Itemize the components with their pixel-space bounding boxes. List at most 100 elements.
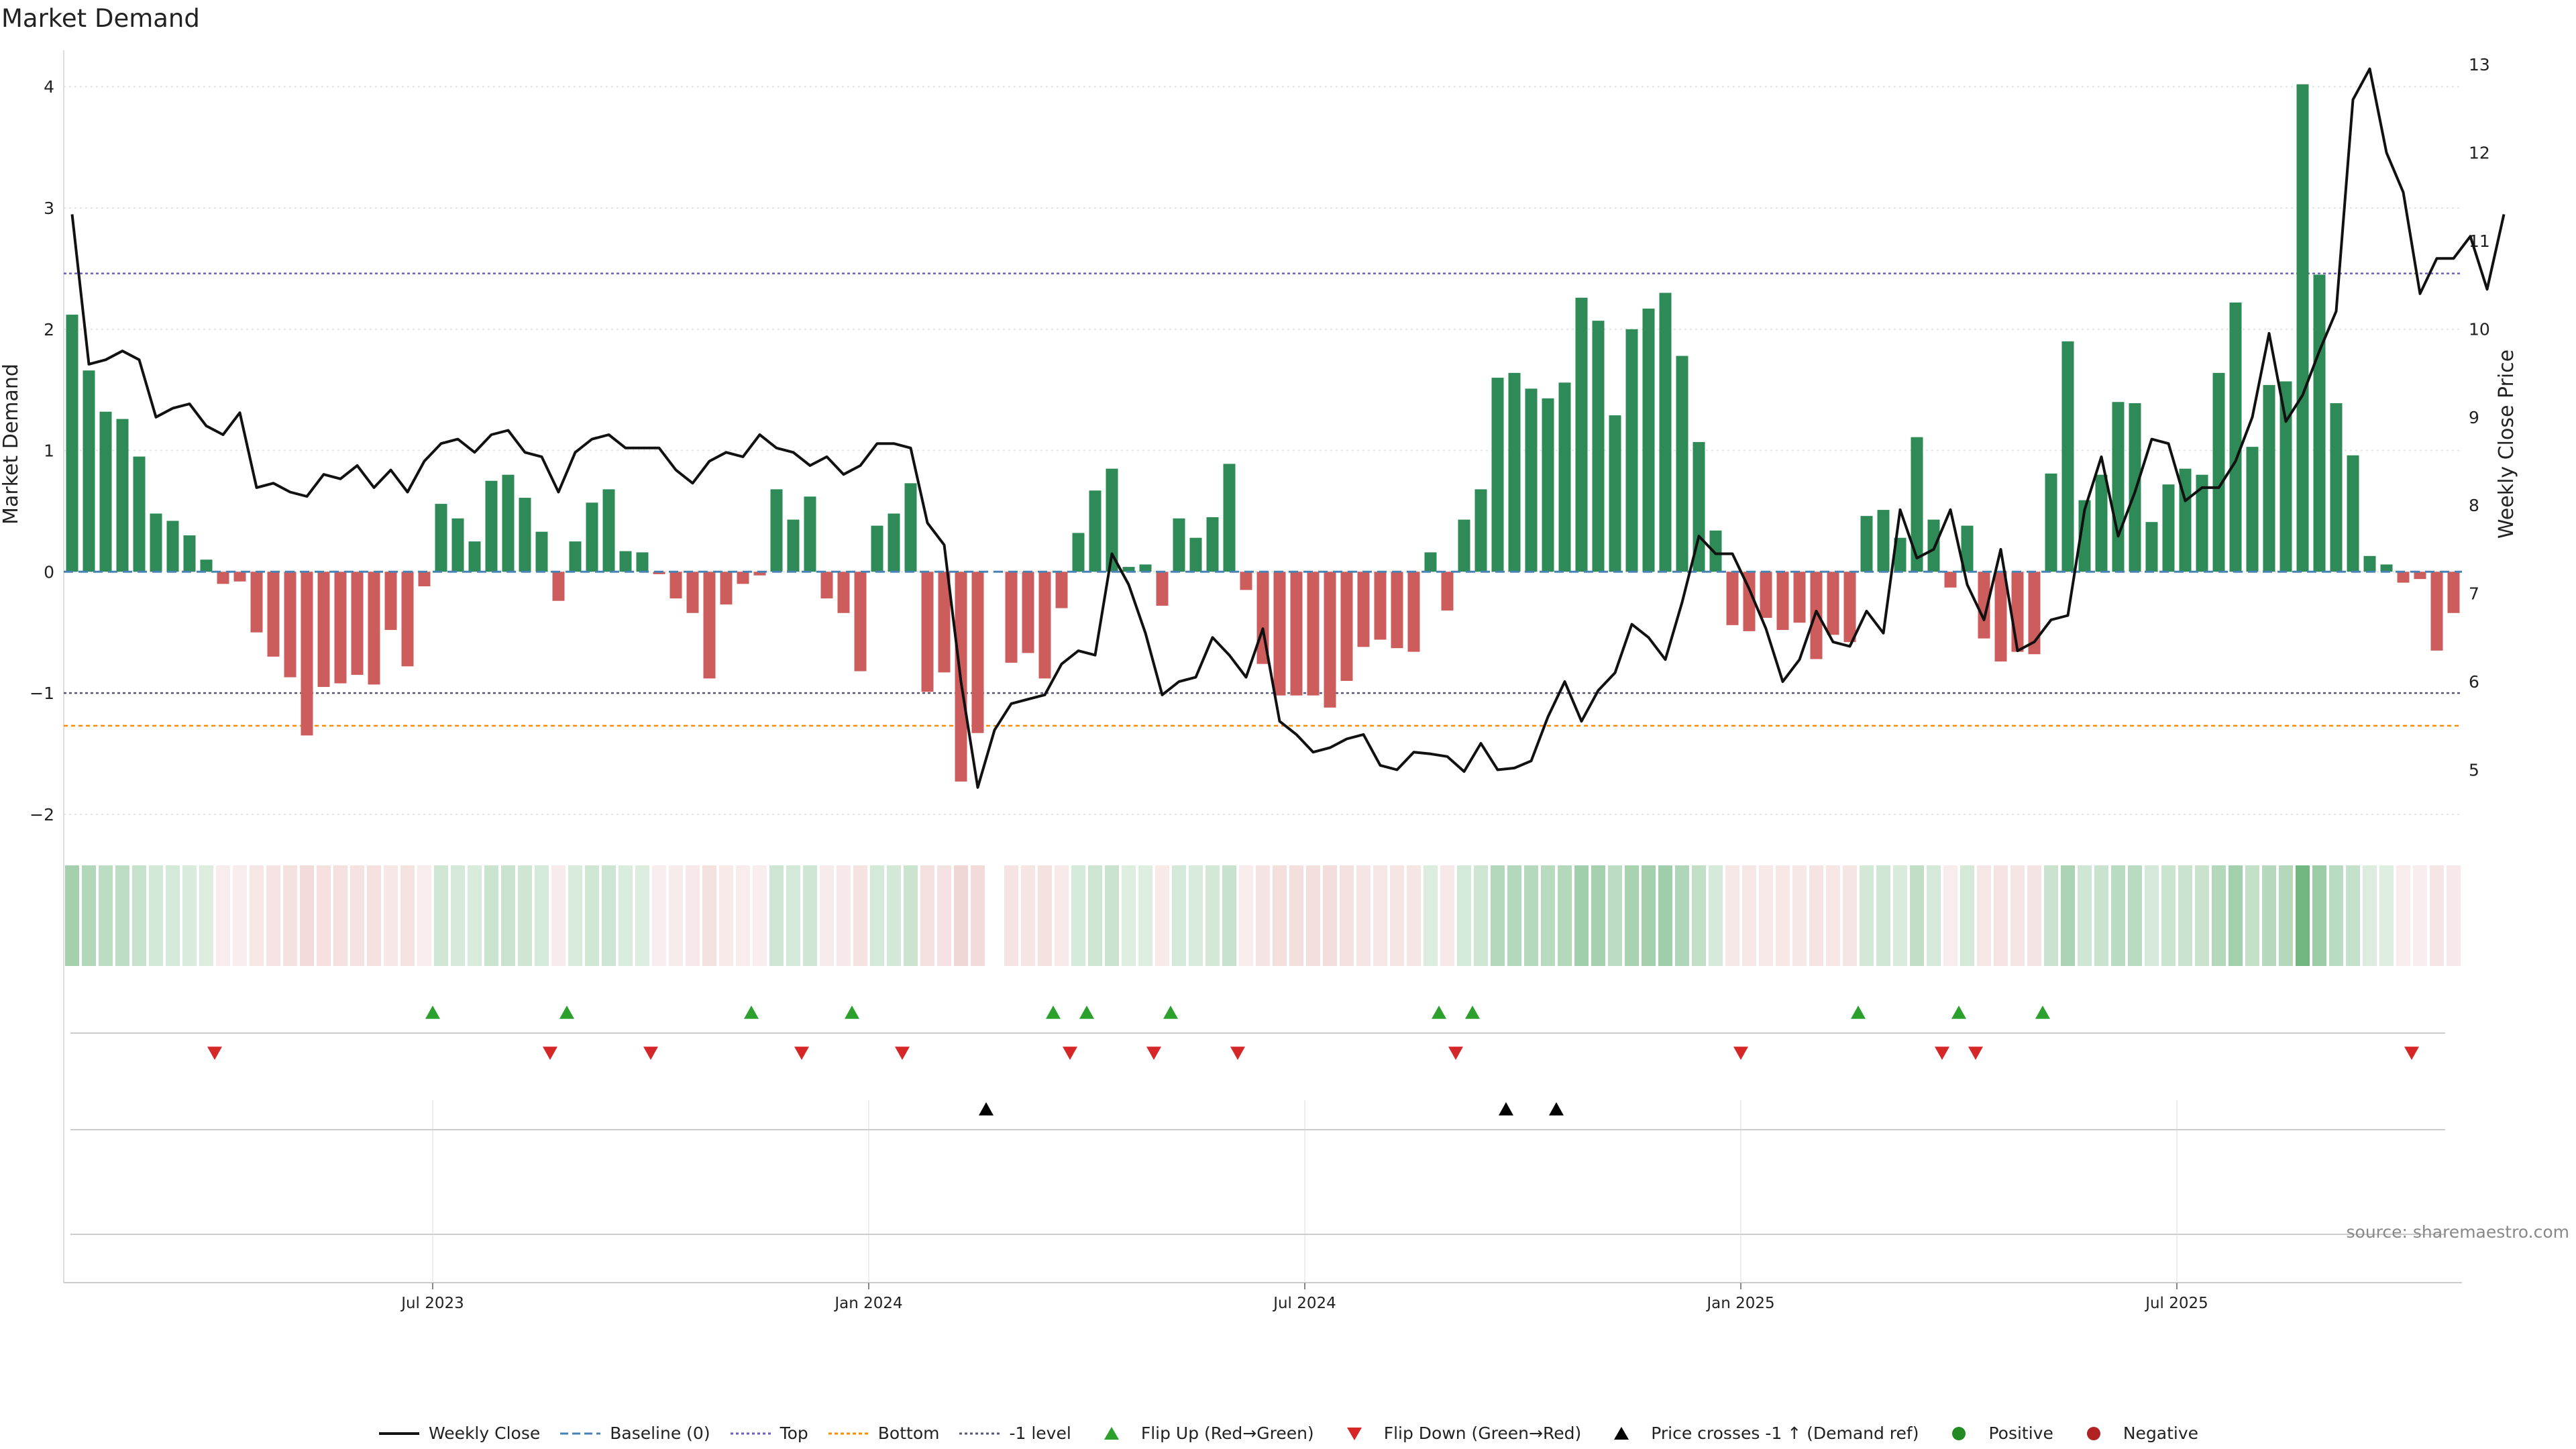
demand-bar-positive: [1189, 537, 1202, 572]
heat-cell-negative: [1390, 865, 1404, 966]
demand-bar-negative: [2414, 572, 2426, 580]
heat-cell-positive: [451, 865, 465, 966]
heat-cell-positive: [2145, 865, 2159, 966]
heat-cell-positive: [518, 865, 532, 966]
demand-bar-positive: [1525, 388, 1538, 572]
legend-item-top: Top: [729, 1424, 808, 1443]
demand-bar-negative: [653, 572, 665, 574]
heat-cell-negative: [1843, 865, 1857, 966]
heat-cell-negative: [1809, 865, 1823, 966]
y2-tick-label: 12: [2469, 143, 2490, 162]
x-tick-label: Jul 2024: [1272, 1295, 1336, 1312]
heat-cell-negative: [2396, 865, 2410, 966]
demand-bar-negative: [1760, 572, 1772, 618]
y2-tick-label: 5: [2469, 760, 2479, 780]
demand-bar-negative: [854, 572, 867, 672]
heat-cell-positive: [2229, 865, 2243, 966]
chart-title: Market Demand: [1, 4, 200, 33]
heat-cell-positive: [2111, 865, 2125, 966]
demand-bar-negative: [267, 572, 280, 657]
demand-bar-positive: [1911, 437, 1923, 572]
heat-cell-negative: [350, 865, 364, 966]
demand-bar-negative: [1290, 572, 1303, 696]
heat-cell-negative: [702, 865, 716, 966]
demand-bar-positive: [2296, 84, 2309, 572]
demand-bar-negative: [401, 572, 414, 667]
demand-bar-positive: [435, 504, 447, 572]
heat-cell-positive: [2363, 865, 2377, 966]
demand-bar-negative: [1726, 572, 1739, 625]
heat-cell-negative: [1759, 865, 1773, 966]
legend-item-positive: Positive: [1937, 1424, 2053, 1443]
y-axis-label: Market Demand: [0, 364, 23, 525]
flip-up-marker: [2035, 1006, 2050, 1019]
flip-down-marker: [1230, 1046, 1245, 1060]
demand-bar-positive: [2229, 303, 2242, 572]
heat-cell-negative: [250, 865, 264, 966]
demand-bar-positive: [1424, 552, 1437, 572]
demand-bar-positive: [1927, 519, 1940, 572]
demand-bar-positive: [468, 541, 481, 572]
heat-cell-negative: [283, 865, 297, 966]
heat-cell-positive: [2061, 865, 2075, 966]
chart-legend: Weekly Close Baseline (0) Top Bottom -1 leve…: [0, 1424, 2576, 1443]
demand-bar-positive: [1223, 464, 1236, 572]
legend-swatch-cross: [1614, 1426, 1629, 1440]
demand-bar-positive: [2347, 455, 2359, 572]
flip-down-marker: [1063, 1046, 1077, 1060]
legend-label: Negative: [2123, 1424, 2199, 1443]
demand-bar-positive: [485, 480, 498, 572]
demand-bar-negative: [1055, 572, 1068, 608]
demand-bar-positive: [1474, 489, 1487, 572]
heat-cell-negative: [1340, 865, 1354, 966]
heat-cell-positive: [1138, 865, 1152, 966]
heat-cell-negative: [300, 865, 314, 966]
demand-bar-negative: [1391, 572, 1403, 649]
demand-bar-positive: [2095, 474, 2108, 572]
heat-cell-positive: [870, 865, 884, 966]
heat-cell-positive: [1524, 865, 1538, 966]
demand-bar-positive: [569, 541, 582, 572]
flip-up-marker: [425, 1006, 440, 1019]
demand-bar-negative: [1978, 572, 1990, 639]
demand-bar-positive: [1676, 356, 1688, 572]
demand-bar-positive: [2045, 473, 2057, 572]
demand-bar-positive: [116, 419, 129, 572]
heat-cell-positive: [2195, 865, 2209, 966]
demand-bar-positive: [2061, 341, 2074, 572]
flip-up-marker: [744, 1006, 759, 1019]
demand-bar-negative: [2011, 572, 2024, 652]
flip-down-marker: [895, 1046, 910, 1060]
legend-label: Weekly Close: [428, 1424, 541, 1443]
y-tick-label: 0: [44, 562, 54, 582]
demand-bar-positive: [2162, 484, 2175, 572]
heat-cell-positive: [1491, 865, 1505, 966]
demand-bar-negative: [971, 572, 984, 733]
flip-down-marker: [1935, 1046, 1949, 1060]
demand-bar-positive: [2380, 564, 2393, 572]
heat-cell-positive: [1558, 865, 1572, 966]
demand-bar-negative: [1793, 572, 1806, 623]
demand-bar-positive: [2145, 522, 2158, 572]
demand-bar-negative: [720, 572, 733, 605]
demand-bar-negative: [1843, 572, 1856, 643]
heat-cell-positive: [786, 865, 800, 966]
heat-cell-negative: [2010, 865, 2025, 966]
demand-bar-positive: [602, 489, 615, 572]
demand-bar-positive: [888, 513, 900, 572]
heat-cell-positive: [1457, 865, 1471, 966]
demand-bar-positive: [1642, 309, 1655, 572]
price-cross-marker: [979, 1102, 994, 1116]
heat-cell-positive: [619, 865, 633, 966]
demand-bar-positive: [2246, 447, 2259, 572]
heat-cell-negative: [753, 865, 767, 966]
heat-cell-negative: [1038, 865, 1052, 966]
heat-cell-positive: [1675, 865, 1689, 966]
demand-bar-negative: [921, 572, 934, 692]
demand-bar-positive: [183, 535, 196, 572]
heat-cell-positive: [1860, 865, 1874, 966]
demand-bar-negative: [301, 572, 313, 736]
demand-bar-negative: [233, 572, 246, 582]
heat-cell-negative: [266, 865, 280, 966]
y-tick-label: −1: [30, 684, 54, 703]
